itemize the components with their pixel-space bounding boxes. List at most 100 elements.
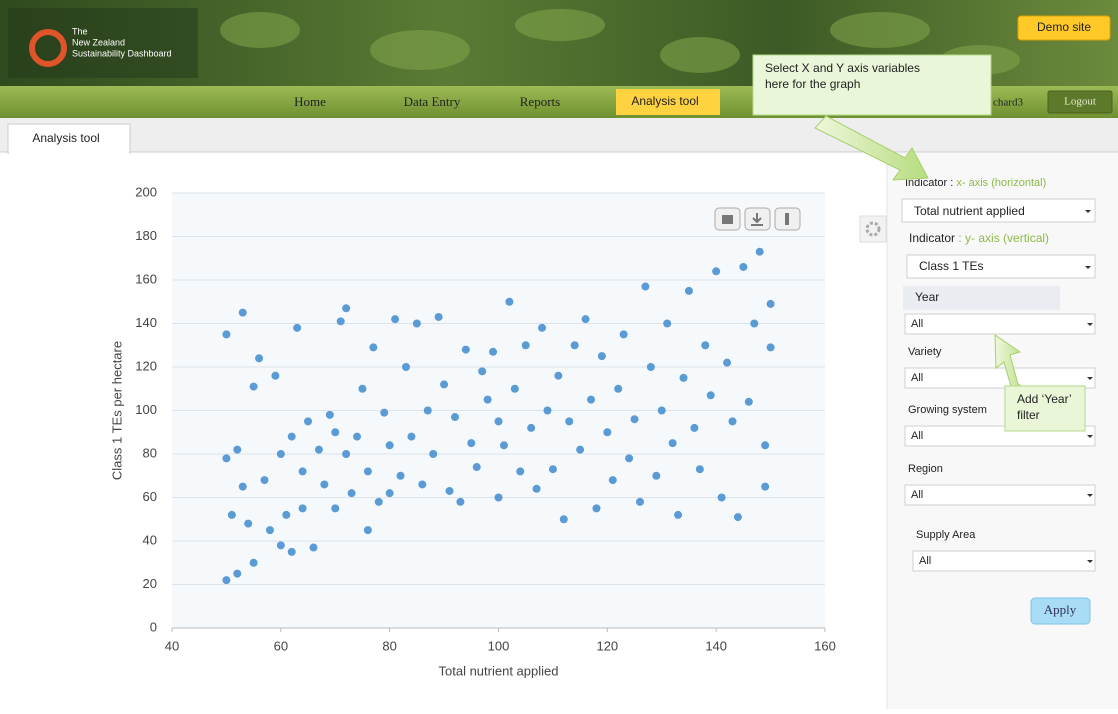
- dropdown-arrow: [1087, 560, 1093, 563]
- nav-item[interactable]: Data Entry: [404, 94, 461, 109]
- filter-select[interactable]: [912, 550, 1096, 572]
- point: [499, 441, 508, 450]
- point: [494, 493, 503, 502]
- x-tick-label: 40: [165, 638, 179, 653]
- point: [723, 358, 732, 367]
- point: [336, 317, 345, 326]
- point: [510, 384, 519, 393]
- x-select-value[interactable]: Total nutrient applied: [914, 204, 1025, 218]
- point: [276, 541, 285, 550]
- point: [320, 480, 329, 489]
- callout-arrow: [994, 334, 1030, 391]
- point: [347, 489, 356, 498]
- label: Indicator: [909, 231, 955, 245]
- nav-item[interactable]: Reports: [520, 94, 560, 109]
- apply-label[interactable]: Apply: [1044, 602, 1077, 617]
- point: [641, 282, 650, 291]
- point: [260, 476, 269, 485]
- point: [353, 432, 362, 441]
- tab-strip: [0, 118, 1118, 152]
- point: [766, 299, 775, 308]
- point: [483, 395, 492, 404]
- point: [380, 408, 389, 417]
- hint: x- axis (horizontal): [956, 177, 1046, 189]
- point: [418, 480, 427, 489]
- point: [222, 454, 231, 463]
- y-select[interactable]: [906, 254, 1096, 279]
- callout-box: [752, 54, 992, 116]
- point: [739, 262, 748, 271]
- point: [298, 467, 307, 476]
- point: [255, 354, 264, 363]
- point: [331, 504, 340, 513]
- point: [385, 489, 394, 498]
- filter-select[interactable]: [904, 367, 1096, 389]
- y-tick-label: 60: [143, 489, 157, 504]
- filter-select-value[interactable]: All: [911, 372, 923, 384]
- demo-button[interactable]: [1017, 15, 1111, 41]
- point: [597, 352, 606, 361]
- point: [412, 319, 421, 328]
- y-tick-label: 180: [135, 228, 157, 243]
- point: [652, 471, 661, 480]
- point: [630, 415, 639, 424]
- filter-label: Variety: [908, 346, 942, 358]
- tab-label[interactable]: Analysis tool: [32, 131, 99, 145]
- x-tick-label: 100: [488, 638, 510, 653]
- demo-label[interactable]: Demo site: [1037, 20, 1091, 34]
- point: [298, 504, 307, 513]
- point: [646, 363, 655, 371]
- point: [565, 417, 574, 426]
- logo-text: The: [72, 26, 88, 36]
- point: [314, 445, 323, 454]
- x-select[interactable]: [901, 198, 1096, 223]
- settings-button[interactable]: [859, 215, 887, 243]
- filter-select-value[interactable]: All: [911, 430, 923, 442]
- y-select-value[interactable]: Class 1 TEs: [919, 259, 983, 273]
- filters: Year All Variety All Growing system All Region…: [903, 286, 1096, 572]
- filter-select[interactable]: [904, 313, 1096, 335]
- point: [249, 558, 258, 567]
- nav-item[interactable]: Home: [294, 94, 326, 109]
- point: [559, 515, 568, 524]
- point: [679, 373, 688, 382]
- x-tick-label: 120: [596, 638, 618, 653]
- point: [265, 526, 274, 535]
- point: [554, 371, 563, 380]
- filter-select-value[interactable]: All: [911, 318, 923, 330]
- y-tick-label: 140: [135, 315, 157, 330]
- point: [369, 343, 378, 352]
- point: [276, 450, 285, 458]
- filter-select[interactable]: [904, 484, 1096, 506]
- logout-label[interactable]: Logout: [1064, 96, 1096, 108]
- point: [750, 319, 759, 328]
- point: [761, 482, 770, 491]
- point: [287, 432, 296, 441]
- filter-select-value[interactable]: All: [911, 489, 923, 501]
- point: [472, 463, 481, 472]
- filter-select-value[interactable]: All: [919, 555, 931, 567]
- nav-item[interactable]: Analysis tool: [631, 94, 698, 108]
- point: [461, 345, 470, 354]
- point: [304, 417, 313, 426]
- point: [478, 367, 487, 376]
- y-axis-label: Class 1 TEs per hectare: [109, 341, 124, 480]
- y-tick-label: 20: [143, 576, 157, 591]
- y-tick-label: 200: [135, 184, 157, 199]
- logout-button[interactable]: [1047, 90, 1113, 114]
- point: [663, 319, 672, 328]
- dropdown-arrow: [1087, 377, 1093, 380]
- y-tick-label: 160: [135, 271, 157, 286]
- point: [570, 341, 579, 350]
- logo-text: New Zealand: [72, 37, 125, 47]
- callout-box: [1004, 385, 1086, 432]
- apply-button[interactable]: [1030, 597, 1091, 625]
- point: [717, 493, 726, 502]
- tab[interactable]: [7, 123, 131, 154]
- point: [222, 330, 231, 339]
- x-tick-label: 140: [705, 638, 727, 653]
- dropdown-arrow: [1087, 494, 1093, 497]
- point: [581, 315, 590, 324]
- filter-label: Supply Area: [916, 529, 976, 541]
